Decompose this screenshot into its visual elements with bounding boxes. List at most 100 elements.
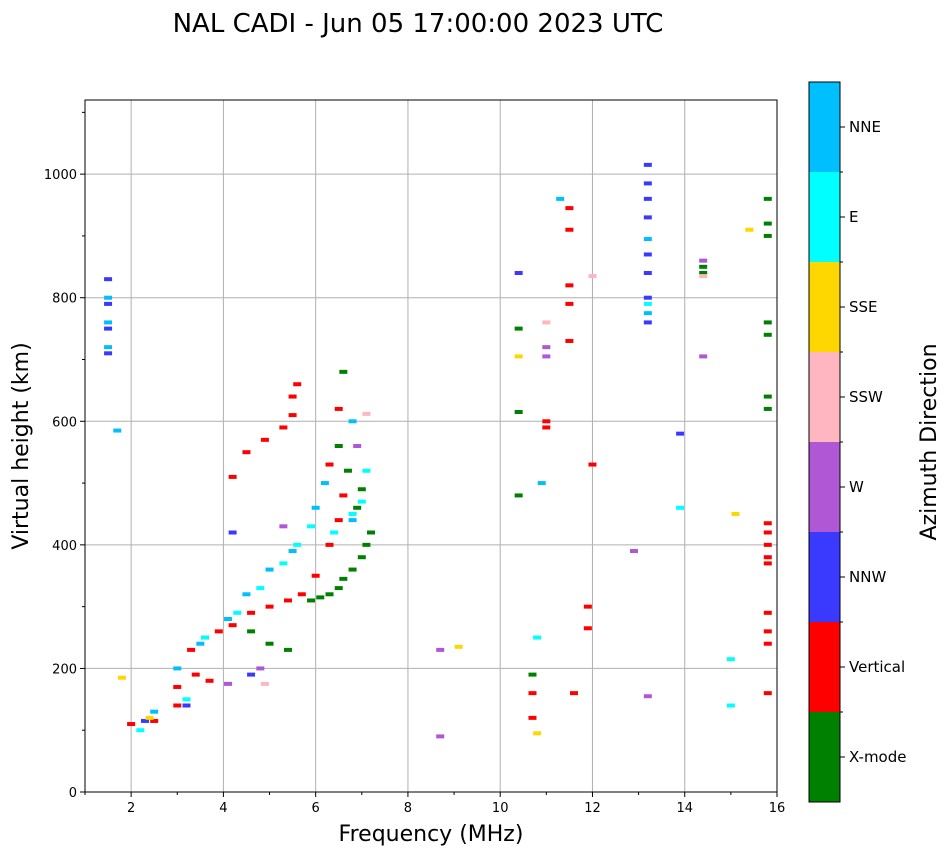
data-point <box>191 672 200 677</box>
colorbar-tick-label: SSE <box>849 298 878 316</box>
data-point <box>325 592 334 597</box>
data-point <box>145 715 154 720</box>
data-point <box>339 493 348 498</box>
data-point <box>629 549 638 554</box>
data-point <box>283 647 292 652</box>
data-point <box>265 641 274 646</box>
data-point <box>454 644 463 649</box>
x-tick-label: 8 <box>404 801 412 816</box>
data-point <box>104 345 113 350</box>
data-point <box>127 722 136 727</box>
data-point <box>187 647 196 652</box>
data-point <box>279 561 288 566</box>
x-tick-label: 14 <box>676 801 693 816</box>
data-point <box>676 431 685 436</box>
data-point <box>325 542 334 547</box>
data-point <box>288 413 297 418</box>
data-point <box>247 629 256 634</box>
data-point <box>542 425 551 430</box>
data-point <box>334 586 343 591</box>
data-point <box>140 718 149 723</box>
plot-area: 2 4 6 8 10 12 14 16 0 200 400 600 800 1000 <box>44 99 786 816</box>
data-point <box>247 672 256 677</box>
data-point <box>583 626 592 631</box>
data-point <box>228 474 237 479</box>
data-point <box>353 444 362 448</box>
data-point <box>643 162 652 167</box>
x-tick-label: 4 <box>219 801 227 816</box>
data-point <box>348 567 357 572</box>
colorbar-tick-label: SSW <box>849 388 883 406</box>
data-point <box>763 320 772 325</box>
data-point <box>763 641 772 646</box>
colorbar-tick-label: Vertical <box>849 658 905 676</box>
data-point <box>528 691 537 696</box>
data-point <box>173 666 182 671</box>
data-point <box>731 511 740 516</box>
y-tick-label: 800 <box>52 292 77 307</box>
colorbar-tick-label: W <box>849 478 864 496</box>
data-point <box>514 493 523 498</box>
data-point <box>643 301 652 306</box>
data-point <box>565 301 574 306</box>
colorbar-segment <box>809 712 840 802</box>
plot-background <box>85 100 777 792</box>
x-tick-label: 16 <box>769 801 786 816</box>
data-point <box>104 351 113 356</box>
data-point <box>334 518 343 523</box>
series-e <box>136 301 735 733</box>
data-point <box>325 462 334 467</box>
data-point <box>228 530 237 535</box>
data-point <box>150 718 159 723</box>
data-point <box>307 598 316 603</box>
data-point <box>348 419 357 424</box>
data-point <box>763 629 772 634</box>
data-point <box>196 641 205 646</box>
data-point <box>307 524 316 529</box>
data-point <box>763 555 772 560</box>
data-point <box>117 675 126 680</box>
series-ssw <box>260 274 708 686</box>
data-point <box>200 635 209 640</box>
data-point <box>357 499 366 504</box>
data-point <box>676 505 685 510</box>
data-point <box>763 530 772 535</box>
colorbar-tick-label: NNE <box>849 118 881 136</box>
data-point <box>528 672 537 677</box>
data-point <box>104 295 113 300</box>
plot-frame <box>84 99 778 793</box>
data-point <box>348 511 357 516</box>
data-point <box>293 382 302 387</box>
colorbar-tick-label: E <box>849 208 858 226</box>
colorbar-tick-label: X-mode <box>849 748 906 766</box>
data-point <box>283 598 292 603</box>
data-point <box>745 227 754 232</box>
data-point <box>256 666 265 671</box>
data-point <box>542 320 551 325</box>
data-point <box>316 595 325 600</box>
data-point <box>542 354 551 359</box>
data-point <box>643 215 652 220</box>
data-point <box>260 681 269 686</box>
data-point <box>514 271 523 275</box>
data-point <box>556 196 565 201</box>
data-point <box>265 604 274 609</box>
data-point <box>565 206 574 211</box>
data-point <box>643 237 652 242</box>
data-point <box>113 428 122 433</box>
data-point <box>173 684 182 689</box>
data-point <box>173 703 182 708</box>
data-point <box>533 635 542 640</box>
data-point <box>256 586 265 591</box>
data-point <box>242 450 251 455</box>
colorbar-tick-label: NNW <box>849 568 886 586</box>
data-point <box>542 345 551 350</box>
data-point <box>763 521 772 526</box>
x-tick-label: 6 <box>312 801 320 816</box>
data-point <box>763 542 772 547</box>
y-tick-label: 0 <box>69 786 77 801</box>
data-point <box>297 592 306 597</box>
series-vertical <box>127 206 772 727</box>
data-point <box>726 703 735 708</box>
